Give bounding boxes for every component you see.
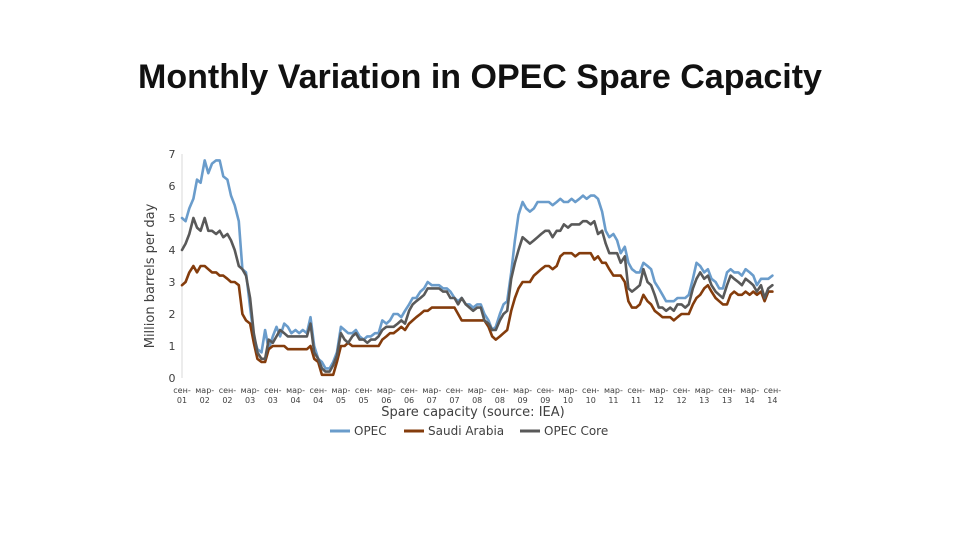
x-tick-label: мар-14 xyxy=(740,386,759,405)
x-tick-label: сен-12 xyxy=(673,386,691,405)
x-axis-title: Spare capacity (source: IEA) xyxy=(381,405,564,420)
x-tick-label: мар-02 xyxy=(195,386,214,405)
x-tick-label: мар-07 xyxy=(422,386,441,405)
x-tick-label: мар-04 xyxy=(286,386,305,405)
y-tick-label: 7 xyxy=(169,148,176,161)
series-lines xyxy=(180,159,774,377)
x-tick-label: сен-11 xyxy=(627,386,645,405)
x-tick-label: мар-09 xyxy=(513,386,532,405)
x-tick-label: сен-01 xyxy=(173,386,191,405)
y-tick-label: 1 xyxy=(169,340,176,353)
x-tick-label: сен-14 xyxy=(764,386,782,405)
x-tick-label: мар-13 xyxy=(695,386,714,405)
x-tick-label: мар-08 xyxy=(468,386,487,405)
series-line-2 xyxy=(180,216,774,373)
x-tick-label: сен-05 xyxy=(355,386,373,405)
x-tick-label: сен-07 xyxy=(446,386,464,405)
y-tick-label: 3 xyxy=(169,276,176,289)
legend-label: Saudi Arabia xyxy=(428,424,504,438)
legend: OPEC Saudi Arabia OPEC Core xyxy=(330,424,608,438)
x-tick-label: мар-05 xyxy=(331,386,350,405)
x-tick-label: сен-13 xyxy=(718,386,736,405)
x-tick-label: сен-10 xyxy=(582,386,600,405)
x-tick-label: мар-10 xyxy=(559,386,578,405)
y-axis-ticks: 0 1 2 3 4 5 6 7 xyxy=(169,148,176,385)
x-tick-label: сен-03 xyxy=(264,386,282,405)
y-tick-label: 2 xyxy=(169,308,176,321)
x-tick-label: мар-12 xyxy=(649,386,668,405)
x-tick-label: мар-03 xyxy=(241,386,260,405)
x-tick-label: сен-08 xyxy=(491,386,509,405)
y-tick-label: 6 xyxy=(169,180,176,193)
x-tick-label: сен-09 xyxy=(537,386,555,405)
series-line-1 xyxy=(180,251,774,377)
x-tick-label: мар-11 xyxy=(604,386,623,405)
x-tick-label: сен-02 xyxy=(219,386,237,405)
y-tick-label: 5 xyxy=(169,212,176,225)
x-tick-label: сен-04 xyxy=(310,386,328,405)
y-axis-title: Million barrels per day xyxy=(143,203,158,348)
legend-label: OPEC Core xyxy=(544,424,608,438)
y-tick-label: 4 xyxy=(169,244,176,257)
slide-title: Monthly Variation in OPEC Spare Capacity xyxy=(138,58,822,96)
x-tick-label: сен-06 xyxy=(400,386,418,405)
y-tick-label: 0 xyxy=(169,372,176,385)
series-line-0 xyxy=(180,159,774,370)
legend-label: OPEC xyxy=(354,424,387,438)
x-tick-label: мар-06 xyxy=(377,386,396,405)
